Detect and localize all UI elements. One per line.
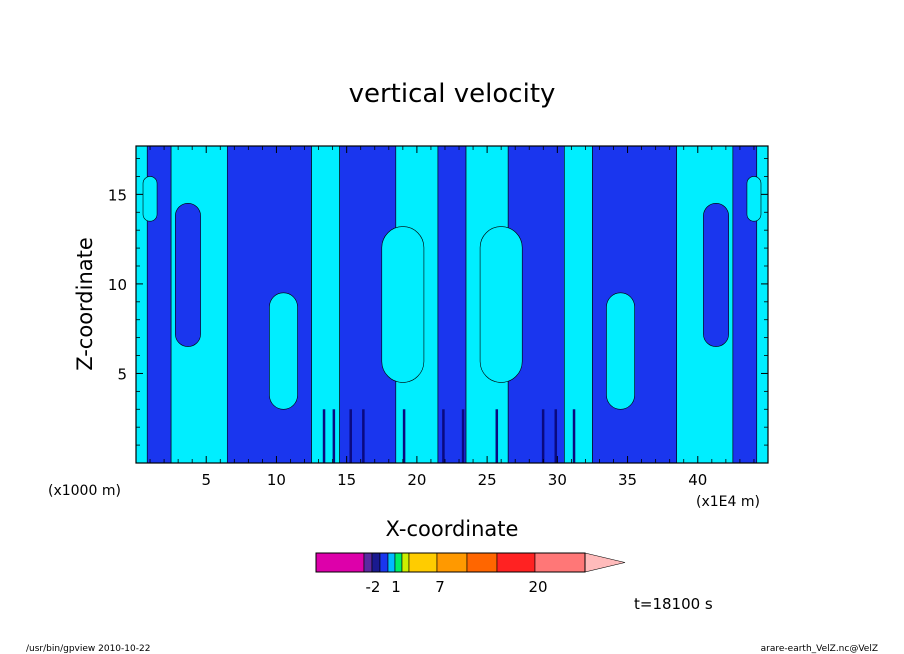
contour-cell-5 [703, 203, 729, 347]
contour-streak-4 [402, 409, 406, 463]
colorbar-label: -2 [366, 578, 381, 596]
colorbar-swatch [466, 552, 498, 573]
contour-cell-7 [746, 176, 762, 222]
x-tick-label: 20 [407, 471, 426, 489]
footer-right: arare-earth_VelZ.nc@VelZ [761, 644, 878, 654]
contour-streak-1 [332, 409, 336, 463]
contour-cell-4 [606, 292, 635, 410]
colorbar-arrow [584, 552, 626, 573]
colorbar-label: 7 [435, 578, 445, 596]
colorbar-swatch [408, 552, 438, 573]
contour-streak-2 [349, 409, 352, 463]
contour-cell-0 [175, 203, 201, 347]
footer-left: /usr/bin/gpview 2010-10-22 [26, 644, 150, 654]
colorbar-swatch [534, 552, 586, 573]
contour-band-4 [311, 146, 340, 463]
colorbar-swatch [387, 552, 396, 573]
contour-streak-3 [362, 409, 365, 463]
contour-streak-10 [572, 409, 576, 463]
x-unit-label-2: (x1E4 m) [696, 494, 760, 510]
y-tick-label: 15 [108, 186, 127, 204]
contour-streak-5 [442, 409, 445, 463]
contour-cell-3 [479, 226, 523, 383]
colorbar-swatch [371, 552, 381, 573]
colorbar-frame [315, 552, 586, 573]
contour-fills [136, 146, 768, 463]
x-tick-label: 35 [618, 471, 637, 489]
x-tick-label: 25 [478, 471, 497, 489]
contour-band-10 [564, 146, 593, 463]
colorbar-swatch [436, 552, 468, 573]
colorbar-swatch [401, 552, 410, 573]
y-tick-label: 10 [108, 276, 127, 294]
contour-streak-0 [322, 409, 326, 463]
colorbar: -2 1 7 20 [315, 552, 626, 596]
contour-streak-6 [461, 409, 465, 463]
chart-title: vertical velocity [349, 79, 556, 109]
colorbar-swatch [363, 552, 373, 573]
contour-cell-1 [269, 292, 298, 410]
x-axis-label: X-coordinate [386, 517, 519, 541]
contour-streak-8 [541, 409, 545, 463]
plot-frame [135, 145, 769, 464]
colorbar-label: 1 [391, 578, 401, 596]
x-unit-label: (x1000 m) [48, 483, 121, 499]
y-tick-label: 5 [117, 365, 127, 383]
colorbar-swatch [496, 552, 536, 573]
contour-streak-7 [495, 409, 499, 463]
contour-cell-6 [142, 176, 158, 222]
contour-band-14 [756, 146, 768, 463]
colorbar-label: 20 [528, 578, 547, 596]
x-tick-label: 30 [548, 471, 567, 489]
x-tick-label: 15 [337, 471, 356, 489]
colorbar-swatch [315, 552, 365, 573]
x-tick-label: 10 [267, 471, 286, 489]
colorbar-swatch [394, 552, 403, 573]
contour-streak-9 [554, 409, 558, 463]
colorbar-swatch [379, 552, 389, 573]
x-tick-label: 5 [201, 471, 211, 489]
y-axis-label: Z-coordinate [73, 237, 97, 371]
plot-area: 5 10 15 20 25 30 35 40 5 10 15 [108, 145, 769, 489]
contour-cell-2 [381, 226, 425, 383]
time-annotation: t=18100 s [634, 595, 713, 613]
x-tick-label: 40 [688, 471, 707, 489]
